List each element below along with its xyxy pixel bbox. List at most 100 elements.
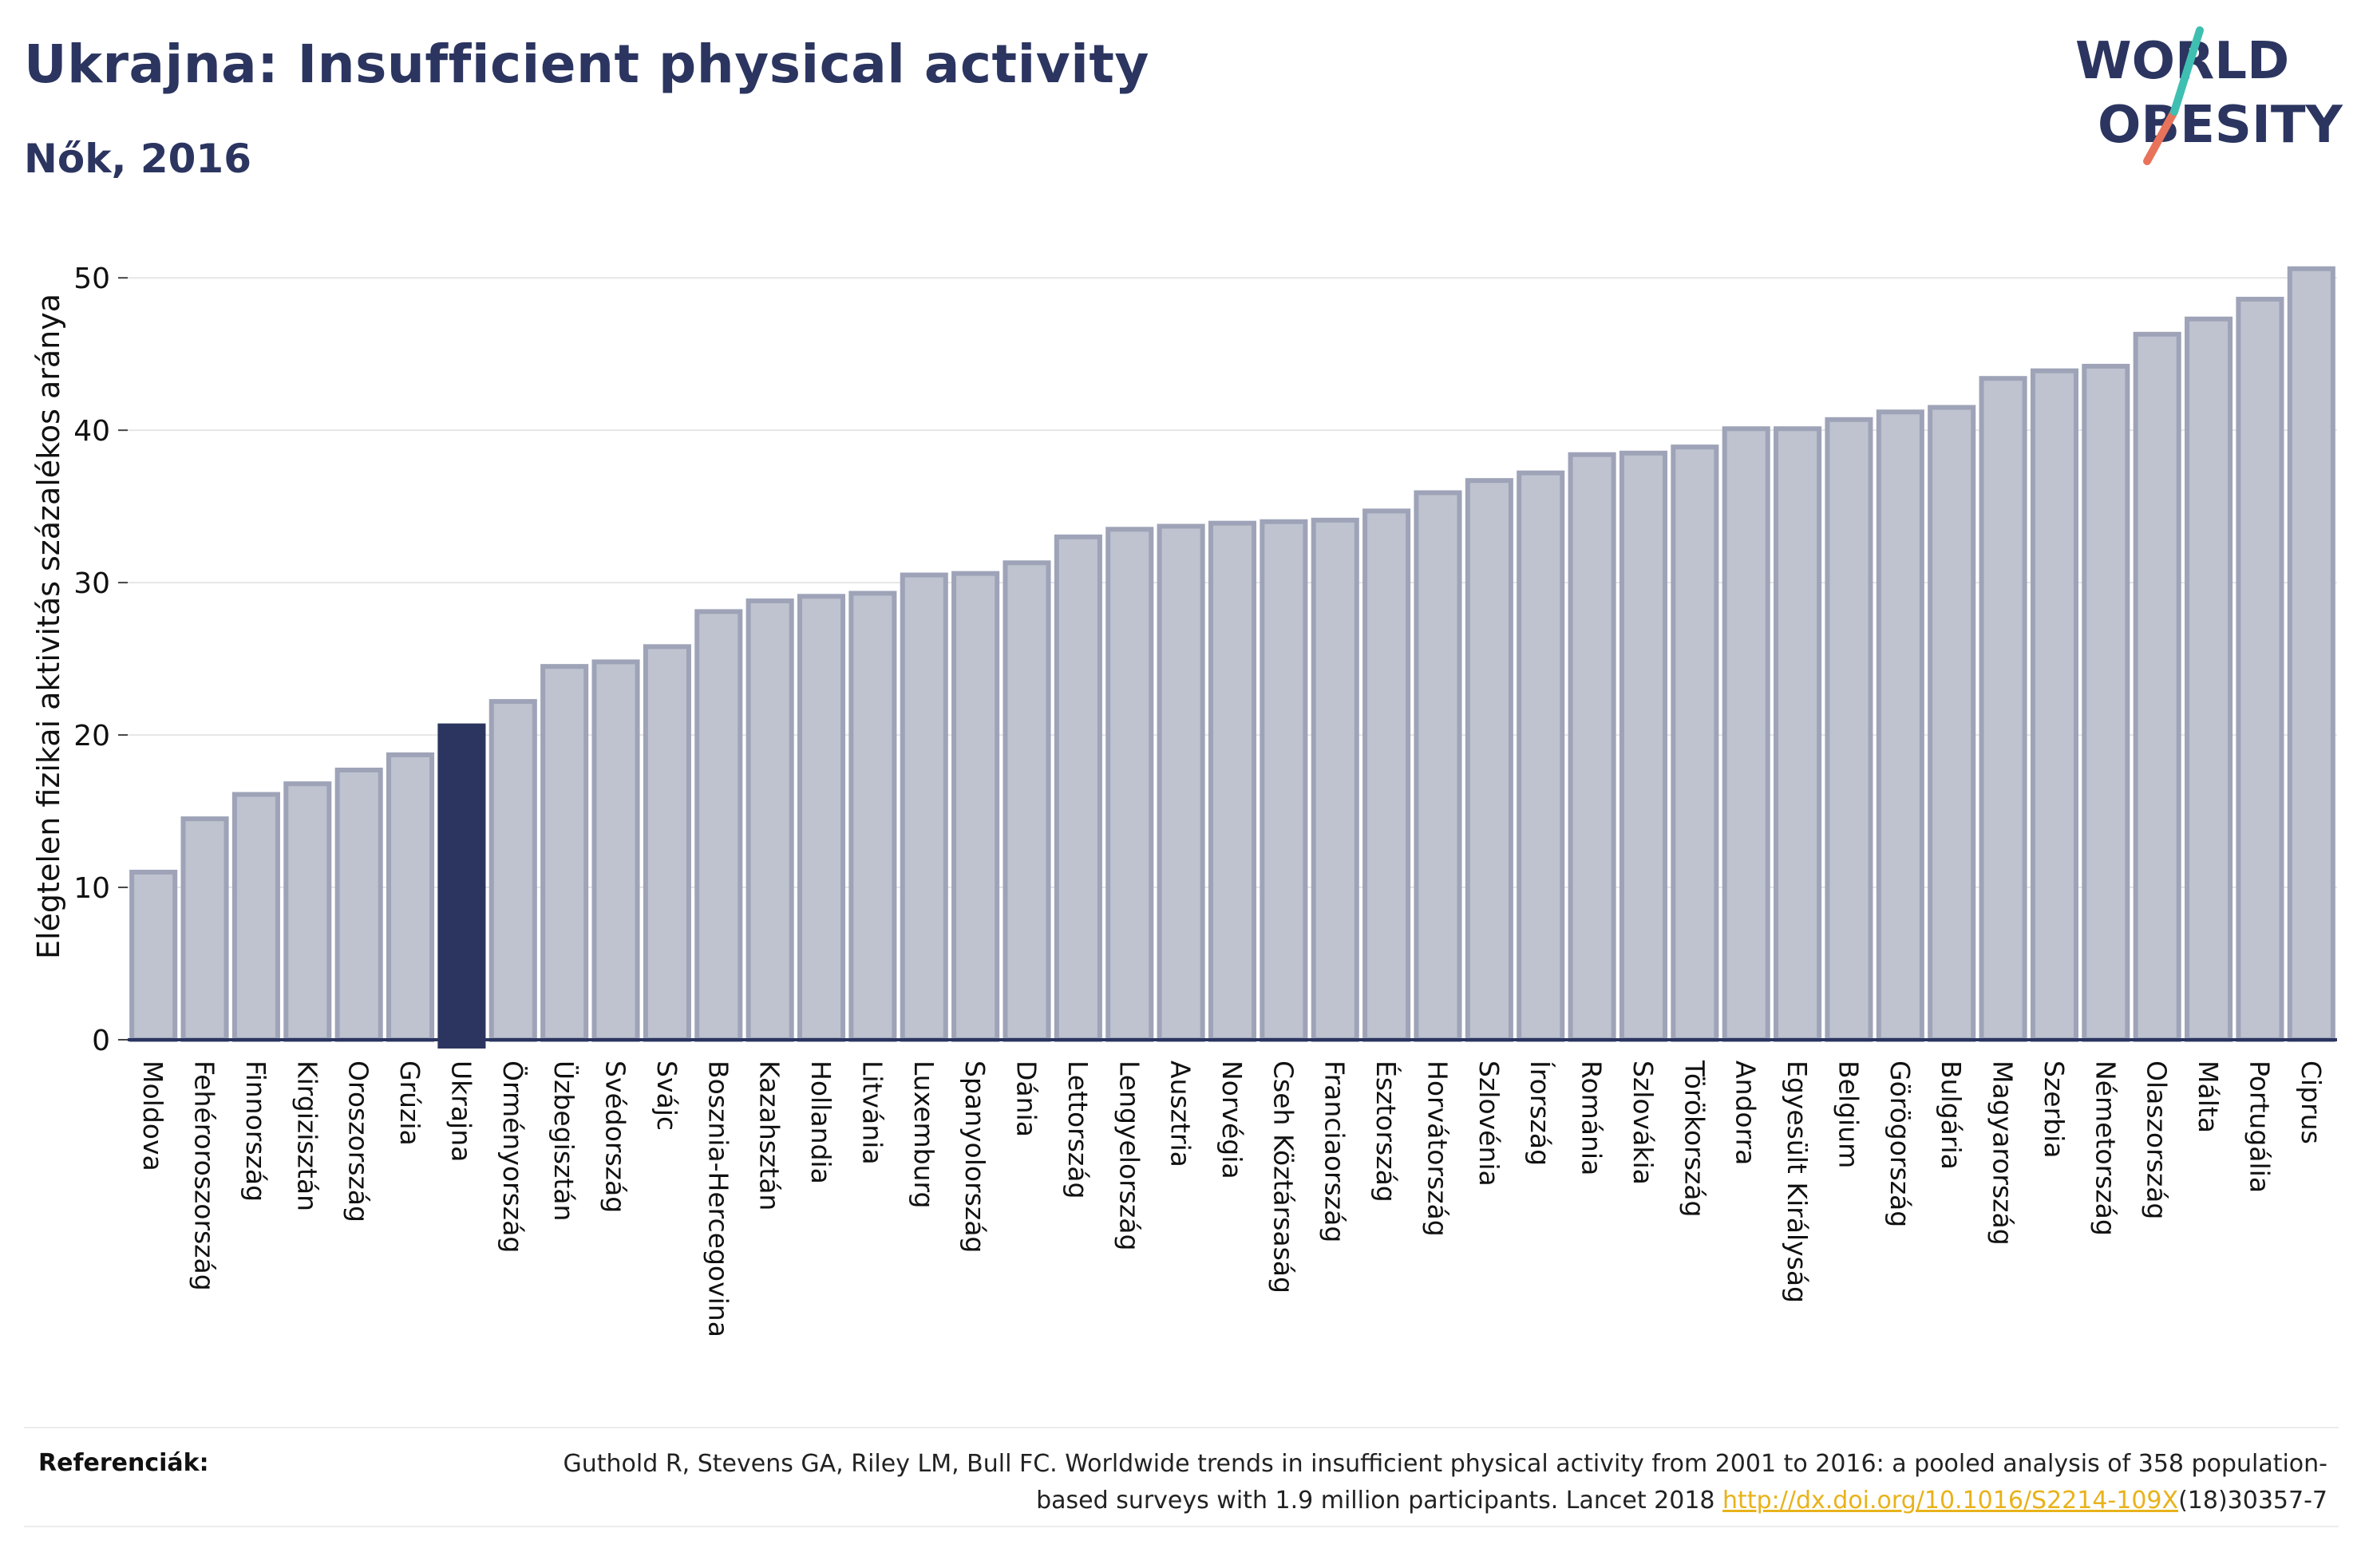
references-top-rule [24, 1427, 2339, 1428]
x-tick-label: Svédország [600, 1060, 631, 1213]
x-tick-label: Belgium [1833, 1060, 1864, 1168]
x-tick-label: Németország [2090, 1060, 2121, 1236]
y-tick-label: 40 [73, 415, 110, 448]
x-tick-label: Kazahsztán [754, 1060, 785, 1211]
x-tick-label: Moldova [137, 1060, 168, 1171]
references-text: Guthold R, Stevens GA, Riley LM, Bull FC… [492, 1446, 2327, 1519]
bar [900, 572, 948, 1042]
y-tick-label: 0 [92, 1025, 110, 1057]
bar [1671, 444, 1719, 1042]
axes [118, 277, 2337, 1041]
x-tick-label: Finnország [240, 1060, 271, 1202]
reference-doi-link[interactable]: http://dx.doi.org/10.1016/S2214-109X [1722, 1487, 2179, 1515]
bar [1517, 470, 1565, 1042]
bar [2133, 331, 2181, 1042]
references-label: Referenciák: [38, 1449, 209, 1477]
x-tick-label: Görögország [1884, 1060, 1916, 1227]
bar [1157, 523, 1205, 1042]
bar [1208, 520, 1257, 1042]
bar-highlight [437, 723, 486, 1049]
y-tick-label: 20 [73, 720, 110, 752]
x-tick-label: Törökország [1679, 1060, 1710, 1217]
y-tick-label: 50 [73, 263, 110, 295]
x-tick-label: Románia [1576, 1060, 1608, 1175]
bar [129, 869, 178, 1042]
x-tick-label: Litvánia [856, 1060, 888, 1165]
x-tick-label: Luxemburg [908, 1060, 939, 1208]
x-tick-label: Ciprus [2296, 1060, 2327, 1144]
x-tick-label: Egyesült Királyság [1782, 1060, 1813, 1303]
bar [1260, 519, 1308, 1042]
x-tick-label: Bulgária [1936, 1060, 1967, 1170]
x-tick-label: Szlovákia [1627, 1060, 1659, 1185]
chart-title: Ukrajna: Insufficient physical activity [24, 34, 1149, 95]
bar [797, 594, 846, 1042]
bar [2030, 368, 2078, 1042]
bar [2082, 363, 2130, 1042]
y-tick-label: 10 [73, 872, 110, 905]
x-tick-label: Ukrajna [445, 1060, 477, 1162]
bar [643, 644, 691, 1042]
chart-subtitle: Nők, 2016 [24, 136, 252, 182]
tick-labels: 0 10 20 30 40 50 Moldova Fehéroroszország Finnor… [73, 263, 2327, 1337]
x-tick-label: Magyarország [1987, 1060, 2019, 1246]
x-tick-label: Franciaország [1319, 1060, 1351, 1242]
x-tick-label: Olaszország [2142, 1060, 2173, 1219]
bar [1825, 417, 1873, 1042]
x-tick-label: Málta [2193, 1060, 2224, 1133]
x-tick-label: Örményország [497, 1060, 529, 1253]
bar [1979, 376, 2027, 1042]
bar [1876, 409, 1924, 1042]
x-tick-label: Cseh Köztársaság [1268, 1060, 1299, 1294]
bar [1568, 452, 1616, 1042]
bar [334, 767, 383, 1042]
x-tick-label: Észtország [1370, 1060, 1402, 1203]
bar [488, 699, 537, 1042]
bar [2185, 316, 2233, 1042]
x-tick-label: Ausztria [1165, 1060, 1196, 1167]
bar [1105, 527, 1154, 1042]
bar [2287, 266, 2335, 1042]
svg-text:OBESITY: OBESITY [2098, 96, 2343, 155]
x-tick-label: Horvátország [1422, 1060, 1453, 1237]
reference-citation: Guthold R, Stevens GA, Riley LM, Bull FC… [563, 1450, 2327, 1515]
bar [591, 659, 640, 1043]
bar [180, 816, 229, 1042]
bar [951, 571, 1000, 1042]
bar [386, 752, 435, 1042]
x-tick-label: Lengyelország [1113, 1060, 1145, 1250]
bar [1928, 405, 1976, 1042]
bar [1054, 534, 1102, 1042]
x-tick-label: Norvégia [1216, 1060, 1248, 1179]
bar [540, 664, 589, 1042]
x-tick-label: Bosznia-Hercegovina [702, 1060, 734, 1337]
x-tick-label: Szerbia [2039, 1060, 2070, 1158]
bar [2236, 296, 2284, 1042]
x-tick-label: Oroszország [343, 1060, 374, 1222]
x-tick-label: Szlovénia [1473, 1060, 1505, 1187]
bars [129, 266, 2335, 1049]
x-tick-label: Kirgizisztán [291, 1060, 322, 1211]
x-tick-label: Hollandia [805, 1060, 836, 1184]
bar [1311, 517, 1359, 1042]
bar [283, 781, 332, 1043]
bar [1414, 490, 1462, 1042]
bar [694, 609, 743, 1042]
x-tick-label: Írország [1525, 1060, 1556, 1166]
bar [1362, 508, 1411, 1042]
bar [745, 598, 794, 1042]
x-tick-label: Andorra [1730, 1060, 1762, 1165]
bar [1003, 560, 1051, 1042]
x-tick-label: Dánia [1011, 1060, 1042, 1137]
y-tick-label: 30 [73, 567, 110, 600]
bar [1465, 478, 1513, 1042]
bar [1722, 426, 1770, 1042]
world-obesity-logo: WORLD OBESITY [2075, 26, 2343, 165]
bar [231, 792, 280, 1043]
x-tick-label: Üzbegisztán [548, 1060, 580, 1221]
bar [848, 590, 897, 1042]
reference-citation-suffix: (18)30357-7 [2178, 1487, 2327, 1515]
y-axis-label: Elégtelen fizikai aktivitás százalékos a… [31, 294, 66, 959]
x-tick-label: Portugália [2244, 1060, 2275, 1193]
